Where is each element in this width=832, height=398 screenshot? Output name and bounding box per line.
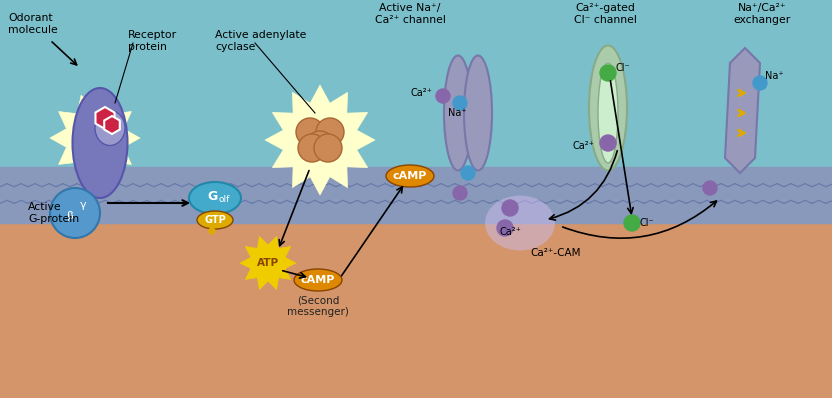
Text: β: β — [67, 211, 73, 221]
Text: Active Na⁺/
Ca²⁺ channel: Active Na⁺/ Ca²⁺ channel — [374, 3, 445, 25]
Text: Ca²⁺-CAM: Ca²⁺-CAM — [530, 248, 581, 258]
Ellipse shape — [197, 211, 233, 229]
Circle shape — [703, 181, 717, 195]
Text: Ca²⁺: Ca²⁺ — [572, 141, 594, 151]
Ellipse shape — [314, 134, 342, 162]
Circle shape — [461, 166, 475, 180]
Bar — [0, 167, 832, 223]
Polygon shape — [50, 95, 140, 181]
Ellipse shape — [386, 165, 434, 187]
Text: (Second
messenger): (Second messenger) — [287, 295, 349, 317]
Text: Ca²⁺: Ca²⁺ — [410, 88, 432, 98]
Circle shape — [600, 135, 616, 151]
Ellipse shape — [296, 118, 324, 146]
Text: Ca²⁺: Ca²⁺ — [500, 227, 522, 237]
Ellipse shape — [306, 131, 334, 159]
Circle shape — [209, 228, 215, 234]
Text: Cl⁻: Cl⁻ — [640, 218, 655, 228]
Polygon shape — [96, 107, 115, 129]
Polygon shape — [725, 48, 760, 173]
Ellipse shape — [72, 88, 127, 198]
Ellipse shape — [316, 118, 344, 146]
Ellipse shape — [444, 55, 472, 170]
Text: Ca²⁺-gated
Cl⁻ channel: Ca²⁺-gated Cl⁻ channel — [573, 3, 636, 25]
Ellipse shape — [598, 63, 618, 163]
Circle shape — [497, 220, 513, 236]
Text: Na⁺: Na⁺ — [765, 71, 784, 81]
Text: Odorant
molecule: Odorant molecule — [8, 13, 57, 35]
Circle shape — [502, 200, 518, 216]
Polygon shape — [240, 236, 296, 290]
Text: Na⁺: Na⁺ — [448, 108, 467, 118]
Circle shape — [624, 215, 640, 231]
Ellipse shape — [294, 269, 342, 291]
Ellipse shape — [95, 111, 125, 146]
Text: Active adenylate
cyclase: Active adenylate cyclase — [215, 30, 306, 52]
Polygon shape — [104, 116, 120, 134]
Text: Active
G-protein: Active G-protein — [28, 202, 79, 224]
Ellipse shape — [50, 188, 100, 238]
Ellipse shape — [298, 134, 326, 162]
Text: Cl⁻: Cl⁻ — [615, 63, 630, 73]
Text: olf: olf — [218, 195, 230, 205]
Ellipse shape — [189, 182, 241, 214]
Ellipse shape — [464, 55, 492, 170]
Circle shape — [753, 76, 767, 90]
Bar — [0, 215, 832, 398]
Circle shape — [453, 186, 467, 200]
Text: Receptor
protein: Receptor protein — [128, 30, 177, 52]
Bar — [0, 0, 832, 215]
Text: G: G — [208, 189, 218, 203]
Text: GTP: GTP — [204, 215, 225, 225]
Text: Na⁺/Ca²⁺
exchanger: Na⁺/Ca²⁺ exchanger — [733, 3, 790, 25]
Text: cAMP: cAMP — [393, 171, 427, 181]
Circle shape — [436, 89, 450, 103]
Ellipse shape — [485, 195, 555, 250]
Circle shape — [453, 96, 467, 110]
Ellipse shape — [589, 45, 627, 170]
Text: γ: γ — [80, 200, 87, 210]
Polygon shape — [265, 85, 375, 195]
Text: ATP: ATP — [257, 258, 279, 268]
Circle shape — [600, 65, 616, 81]
Text: cAMP: cAMP — [301, 275, 335, 285]
